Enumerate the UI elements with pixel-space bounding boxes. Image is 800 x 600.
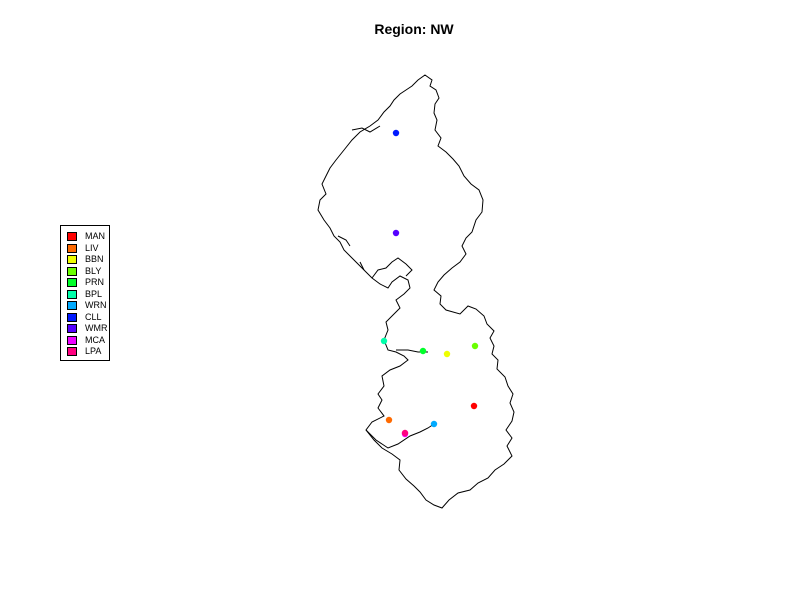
legend-item-prn: PRN bbox=[67, 277, 104, 288]
legend-swatch bbox=[67, 335, 77, 345]
legend-swatch bbox=[67, 232, 77, 241]
estuary-inlet bbox=[365, 423, 435, 449]
legend-item-bbn: BBN bbox=[67, 254, 104, 265]
map-title: Region: NW bbox=[374, 21, 454, 37]
legend-label: MCA bbox=[85, 334, 105, 345]
legend-swatch bbox=[67, 312, 77, 322]
station-marker-liv bbox=[385, 416, 393, 424]
legend-label: PRN bbox=[85, 277, 105, 287]
legend-label: WMR bbox=[85, 323, 108, 333]
station-marker-cll bbox=[392, 129, 400, 137]
station-points bbox=[380, 129, 479, 438]
station-marker-bbn bbox=[443, 350, 451, 358]
legend-swatch bbox=[67, 324, 77, 333]
legend: MAN LIV BBN BLY PRN BPL WRN CLL WMR MCA LPA bbox=[60, 225, 110, 361]
region-boundary bbox=[317, 74, 515, 509]
legend-swatch bbox=[67, 278, 77, 287]
station-marker-prn bbox=[419, 347, 427, 355]
legend-swatch bbox=[67, 255, 77, 264]
legend-item-bly: BLY bbox=[67, 266, 101, 277]
legend-label: LPA bbox=[85, 346, 102, 356]
station-marker-bpl bbox=[380, 337, 388, 345]
legend-swatch bbox=[67, 289, 77, 299]
legend-label: CLL bbox=[85, 311, 102, 322]
legend-item-liv: LIV bbox=[67, 243, 99, 254]
station-marker-wrn bbox=[430, 420, 438, 428]
coastline-detail bbox=[337, 125, 428, 353]
legend-label: BBN bbox=[85, 254, 104, 264]
legend-swatch bbox=[67, 347, 77, 356]
legend-item-wrn: WRN bbox=[67, 300, 107, 311]
legend-item-cll: CLL bbox=[67, 312, 102, 323]
legend-item-wmr: WMR bbox=[67, 323, 108, 334]
legend-label: BLY bbox=[85, 265, 102, 276]
legend-label: LIV bbox=[85, 242, 99, 253]
legend-swatch bbox=[67, 266, 77, 276]
station-marker-man bbox=[470, 402, 478, 410]
legend-item-man: MAN bbox=[67, 231, 105, 242]
station-marker-bly bbox=[471, 342, 479, 350]
legend-swatch bbox=[67, 301, 77, 310]
legend-item-bpl: BPL bbox=[67, 289, 102, 300]
legend-label: WRN bbox=[85, 300, 107, 310]
legend-swatch bbox=[67, 243, 77, 253]
legend-item-lpa: LPA bbox=[67, 346, 101, 357]
legend-item-mca: MCA bbox=[67, 335, 105, 346]
station-marker-wmr bbox=[392, 229, 400, 237]
legend-label: BPL bbox=[85, 288, 103, 299]
station-marker-lpa bbox=[401, 429, 409, 437]
legend-label: MAN bbox=[85, 231, 105, 241]
